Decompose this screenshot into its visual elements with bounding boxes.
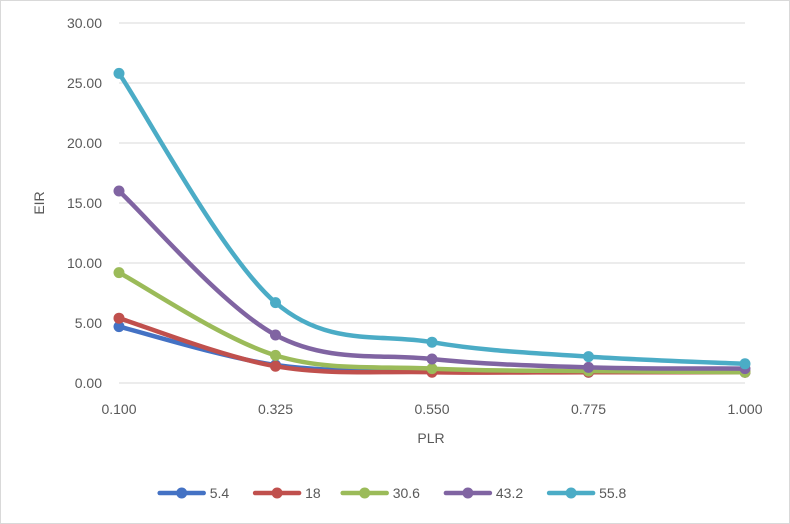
y-axis-tick-labels: 0.00 5.00 10.00 15.00 20.00 25.00 30.00 <box>67 15 102 391</box>
data-point <box>739 358 751 370</box>
data-point <box>426 353 438 365</box>
legend-item: 43.2 <box>443 485 523 501</box>
data-point <box>270 297 281 309</box>
legend-item: 30.6 <box>340 485 420 501</box>
data-point <box>426 336 438 348</box>
y-tick-label: 5.00 <box>75 315 102 331</box>
legend-swatch-marker <box>565 487 577 499</box>
series-55.8 <box>113 67 751 370</box>
data-point <box>113 185 125 197</box>
legend-swatch-marker <box>359 487 371 499</box>
x-tick-label: 0.550 <box>414 401 449 417</box>
x-tick-label: 1.000 <box>727 401 762 417</box>
data-point <box>113 267 125 279</box>
data-point <box>583 351 594 363</box>
x-axis-title: PLR <box>417 430 444 446</box>
y-tick-label: 15.00 <box>67 195 102 211</box>
data-point <box>583 361 594 373</box>
gridlines <box>119 22 745 384</box>
data-point <box>270 349 281 361</box>
legend-swatch-marker <box>271 487 283 499</box>
data-point <box>270 329 281 341</box>
legend-item: 55.8 <box>546 485 627 501</box>
x-tick-label: 0.100 <box>101 401 136 417</box>
data-point <box>270 360 281 372</box>
y-tick-label: 30.00 <box>67 15 102 31</box>
legend-label: 5.4 <box>210 485 230 501</box>
plot-series <box>113 67 751 378</box>
legend-label: 55.8 <box>599 485 626 501</box>
x-axis-tick-labels: 0.100 0.325 0.550 0.775 1.000 <box>101 401 762 417</box>
legend-item: 5.4 <box>157 485 230 501</box>
y-tick-label: 25.00 <box>67 75 102 91</box>
data-point <box>113 321 125 333</box>
series-line <box>116 71 748 367</box>
legend-item: 18 <box>252 485 321 501</box>
legend-swatch-marker <box>462 487 474 499</box>
y-tick-label: 0.00 <box>75 375 102 391</box>
legend-label: 30.6 <box>393 485 420 501</box>
data-point <box>113 312 125 324</box>
y-axis-title: EIR <box>31 191 47 214</box>
data-point <box>426 363 438 375</box>
legend-label: 18 <box>305 485 321 501</box>
legend: 5.4 18 30.6 43.2 55.8 <box>157 485 627 501</box>
legend-swatch-marker <box>176 487 188 499</box>
data-point <box>113 67 125 79</box>
y-tick-label: 10.00 <box>67 255 102 271</box>
y-tick-label: 20.00 <box>67 135 102 151</box>
legend-label: 43.2 <box>496 485 523 501</box>
x-tick-label: 0.775 <box>571 401 606 417</box>
x-tick-label: 0.325 <box>258 401 293 417</box>
